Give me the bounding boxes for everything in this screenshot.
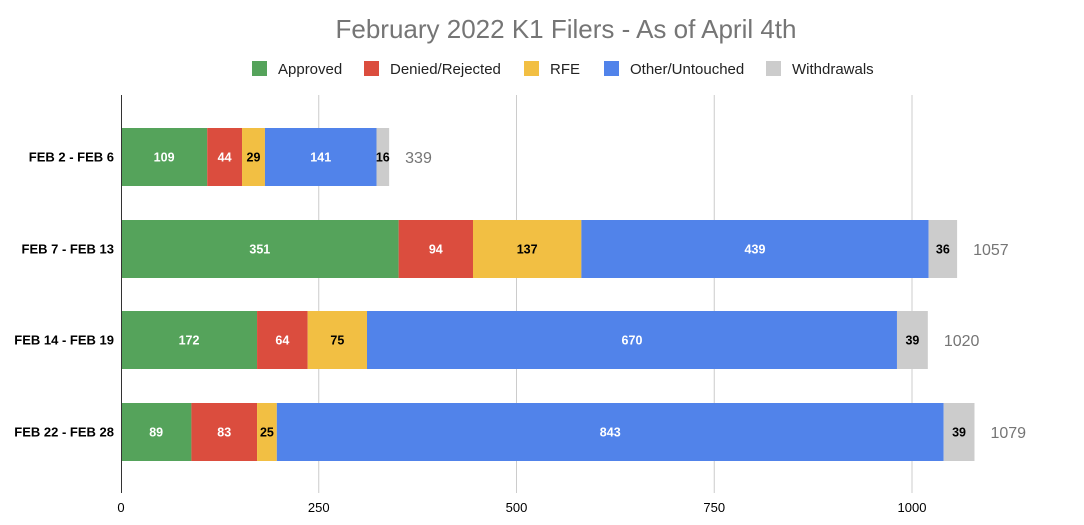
bar-segment [367, 311, 897, 369]
data-label: 39 [905, 334, 919, 348]
bar-segment [121, 220, 399, 278]
data-label: 16 [376, 151, 390, 165]
bar-segment [121, 403, 192, 461]
bar-segment [121, 128, 208, 186]
legend-swatch [524, 61, 539, 76]
legend-swatch [604, 61, 619, 76]
bar-segment [257, 311, 308, 369]
legend-label: Approved [278, 61, 342, 78]
bar-segment [191, 403, 258, 461]
legend-item: Other/Untouched [604, 61, 744, 78]
data-label: 172 [179, 334, 200, 348]
legend-swatch [364, 61, 379, 76]
bar-segment [398, 220, 473, 278]
category-label: FEB 14 - FEB 19 [14, 333, 114, 348]
data-label: 137 [517, 243, 538, 257]
x-tick-label: 750 [703, 500, 725, 515]
data-label: 109 [154, 151, 175, 165]
bar-segment [276, 403, 944, 461]
x-tick-label: 1000 [898, 500, 927, 515]
legend-label: Withdrawals [792, 61, 874, 78]
legend-item: Denied/Rejected [364, 61, 501, 78]
data-label: 843 [600, 426, 621, 440]
legend-label: RFE [550, 61, 580, 78]
total-label: 1079 [990, 425, 1026, 442]
data-label: 25 [260, 426, 274, 440]
data-label: 439 [745, 243, 766, 257]
total-label: 339 [405, 150, 432, 167]
legend-label: Other/Untouched [630, 61, 744, 78]
data-label: 64 [275, 334, 289, 348]
chart-title: February 2022 K1 Filers - As of April 4t… [336, 14, 797, 44]
bar-segment [207, 128, 243, 186]
bars [121, 128, 975, 461]
category-label: FEB 2 - FEB 6 [29, 150, 114, 165]
bar-segment [307, 311, 368, 369]
bar-segment [376, 128, 390, 186]
category-label: FEB 22 - FEB 28 [14, 425, 114, 440]
x-tick-label: 500 [506, 500, 528, 515]
data-label: 39 [952, 426, 966, 440]
legend-item: Approved [252, 61, 342, 78]
legend-item: RFE [524, 61, 580, 78]
labels: 0 250 500 750 1000 FEB 2 - FEB 6 109 44 29 141 16 3… [14, 150, 1026, 516]
total-label: 1020 [944, 333, 980, 350]
data-label: 29 [247, 151, 261, 165]
data-label: 141 [310, 151, 331, 165]
x-tick-label: 250 [308, 500, 330, 515]
bar-segment [928, 220, 958, 278]
data-label: 83 [217, 426, 231, 440]
bar-segment [257, 403, 277, 461]
legend-item: Withdrawals [766, 61, 874, 78]
legend-label: Denied/Rejected [390, 61, 501, 78]
bar-segment [121, 311, 258, 369]
legend-swatch [252, 61, 267, 76]
bar-segment [472, 220, 582, 278]
bar-segment [943, 403, 975, 461]
data-label: 36 [936, 243, 950, 257]
data-label: 75 [330, 334, 344, 348]
bar-segment [896, 311, 928, 369]
data-label: 351 [249, 243, 270, 257]
bar-segment [242, 128, 265, 186]
bar-segment [264, 128, 377, 186]
total-label: 1057 [973, 242, 1009, 259]
data-label: 670 [622, 334, 643, 348]
legend: Approved Denied/Rejected RFE Other/Untouche… [252, 61, 874, 78]
category-label: FEB 7 - FEB 13 [22, 242, 114, 257]
data-label: 44 [218, 151, 232, 165]
bar-segment [581, 220, 929, 278]
legend-swatch [766, 61, 781, 76]
x-tick-label: 0 [117, 500, 124, 515]
data-label: 89 [149, 426, 163, 440]
data-label: 94 [429, 243, 443, 257]
